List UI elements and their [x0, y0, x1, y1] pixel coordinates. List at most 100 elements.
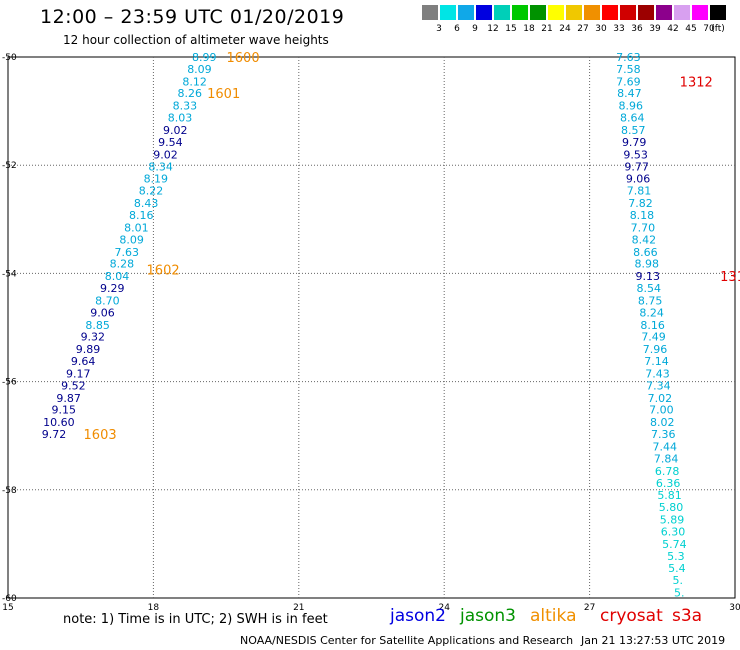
wave-height-point: 8.85 — [85, 319, 110, 332]
satellite-s3a: s3a — [672, 606, 703, 626]
footer-timestamp: Jan 21 13:27:53 UTC 2019 — [581, 634, 726, 647]
scale-label: 3 — [436, 24, 442, 34]
time-label: 1601 — [207, 87, 240, 102]
wave-height-point: 7.36 — [651, 428, 676, 441]
wave-height-point: 10.60 — [43, 416, 75, 429]
wave-height-point: 7.44 — [652, 441, 677, 454]
chart-title: 12:00 – 23:59 UTC 01/20/2019 — [40, 6, 345, 28]
scale-label: 36 — [631, 24, 643, 34]
time-label: 1602 — [147, 264, 180, 279]
wave-height-point: 8.18 — [630, 209, 655, 222]
plot-border — [7, 56, 736, 599]
scale-swatch — [602, 5, 618, 20]
scale-swatch — [476, 5, 492, 20]
y-tick-label: -52 — [2, 161, 17, 171]
wave-height-point: 8.03 — [168, 112, 193, 125]
wave-height-point: 8.99 — [192, 51, 217, 64]
wave-height-point: 7.02 — [648, 392, 673, 405]
wave-height-point: 9.52 — [61, 379, 86, 392]
x-tick-label: 24 — [438, 603, 450, 613]
wave-height-point: 5.80 — [659, 501, 684, 514]
wave-height-point: 8.28 — [110, 258, 135, 271]
scale-label: (ft) — [711, 24, 725, 34]
satellite-jason3: jason3 — [460, 606, 516, 626]
wave-height-point: 9.02 — [163, 124, 188, 137]
wave-height-point: 8.02 — [650, 416, 675, 429]
scale-label: 21 — [541, 24, 553, 34]
wave-height-point: 8.47 — [617, 87, 642, 100]
scale-label: 15 — [505, 24, 517, 34]
wave-height-point: 7.69 — [616, 75, 641, 88]
wave-height-point: 8.16 — [129, 209, 154, 222]
x-tick-label: 15 — [2, 603, 13, 613]
wave-height-point: 5.4 — [668, 562, 686, 575]
wave-height-point: 8.34 — [148, 160, 173, 173]
x-tick-label: 21 — [293, 603, 304, 613]
x-tick-label: 18 — [148, 603, 160, 613]
wave-height-point: 5.89 — [660, 514, 685, 527]
footer-credit: NOAA/NESDIS Center for Satellite Applica… — [240, 634, 574, 647]
scale-label: 70 — [703, 24, 715, 34]
wave-height-point: 6.78 — [655, 465, 680, 478]
chart-subtitle: 12 hour collection of altimeter wave hei… — [63, 33, 329, 47]
wave-height-point: 9.32 — [81, 331, 106, 344]
wave-height-point: 5. — [674, 587, 685, 600]
scale-swatch — [584, 5, 600, 20]
scale-swatch — [530, 5, 546, 20]
time-label: 1312 — [680, 75, 713, 90]
satellite-cryosat: cryosat — [600, 606, 663, 626]
y-tick-label: -50 — [2, 53, 17, 63]
wave-height-point: 8.09 — [187, 63, 212, 76]
wave-height-point: 8.12 — [182, 75, 207, 88]
scale-swatch — [494, 5, 510, 20]
x-tick-label: 30 — [729, 603, 740, 613]
wave-height-point: 8.57 — [621, 124, 646, 137]
wave-height-point: 9.54 — [158, 136, 183, 149]
wave-height-point: 5. — [673, 574, 684, 587]
time-label: 1600 — [227, 51, 260, 66]
data-points: 8.998.098.128.268.338.039.029.549.028.34… — [42, 51, 740, 600]
wave-height-point: 9.17 — [66, 367, 91, 380]
y-tick-label: -54 — [2, 269, 17, 279]
wave-height-point: 8.64 — [620, 112, 645, 125]
wave-height-point: 9.79 — [622, 136, 647, 149]
scale-label: 9 — [472, 24, 478, 34]
wave-height-point: 9.87 — [56, 392, 81, 405]
wave-height-point: 7.70 — [631, 221, 656, 234]
wave-height-point: 9.06 — [626, 173, 651, 186]
scale-swatch — [692, 5, 708, 20]
scale-swatch — [674, 5, 690, 20]
wave-height-point: 8.04 — [105, 270, 130, 283]
wave-height-point: 6.36 — [656, 477, 681, 490]
scale-label: 6 — [454, 24, 460, 34]
scale-label: 24 — [559, 24, 571, 34]
scale-label: 27 — [577, 24, 589, 34]
wave-height-point: 8.19 — [144, 173, 169, 186]
wave-height-point: 8.96 — [619, 100, 644, 113]
y-tick-label: -60 — [2, 594, 17, 604]
wave-height-point: 9.06 — [90, 306, 115, 319]
wave-height-point: 7.14 — [644, 355, 669, 368]
scale-label: 39 — [649, 24, 661, 34]
wave-height-point: 9.13 — [636, 270, 661, 283]
wave-height-point: 7.00 — [649, 404, 674, 417]
x-tick-label: 27 — [584, 603, 595, 613]
scale-label: 30 — [595, 24, 607, 34]
axis-tick-labels: 15 18 21 24 27 30 -50 -52 -54 -56 -58 -60 — [2, 53, 740, 613]
wave-height-point: 5.3 — [667, 550, 685, 563]
footnote: note: 1) Time is in UTC; 2) SWH is in fe… — [63, 612, 328, 627]
scale-label: 12 — [487, 24, 499, 34]
wave-height-point: 5.81 — [657, 489, 682, 502]
wave-height-point: 8.43 — [134, 197, 159, 210]
wave-height-point: 7.63 — [616, 51, 641, 64]
wave-height-point: 7.34 — [646, 379, 671, 392]
scale-swatch — [548, 5, 564, 20]
wave-height-point: 9.77 — [624, 160, 649, 173]
scale-swatch — [620, 5, 636, 20]
wave-height-point: 5.74 — [662, 538, 687, 551]
wave-height-point: 9.72 — [42, 428, 67, 441]
wave-height-point: 8.33 — [173, 100, 198, 113]
scale-label: 33 — [613, 24, 625, 34]
wave-height-point: 8.42 — [632, 233, 657, 246]
